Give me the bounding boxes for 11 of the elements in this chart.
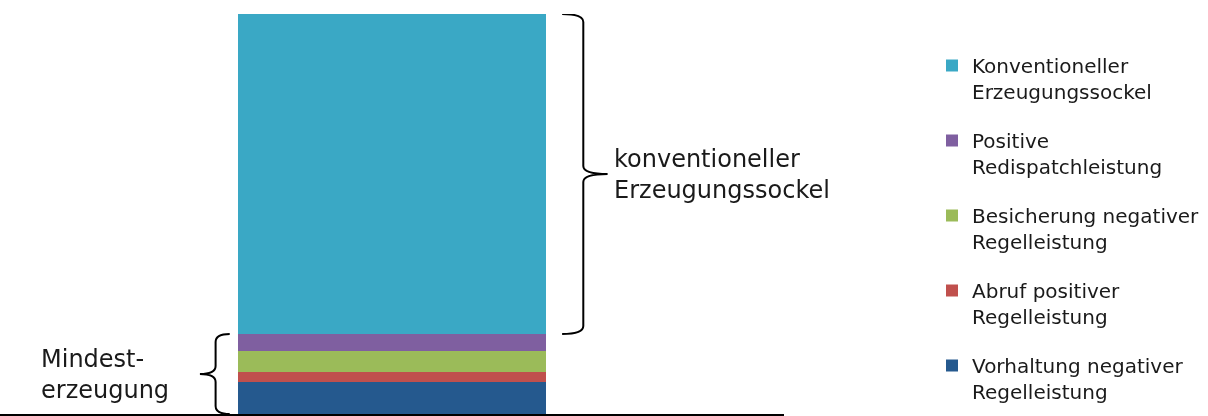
- bar: [237, 334, 547, 352]
- legend-label: Vorhaltung negativer Regelleistung: [972, 354, 1184, 405]
- text: Mindest-erzeugung: [41, 345, 170, 405]
- bar: [237, 351, 547, 373]
- text: konventioneller Erzeugungssockel: [614, 145, 830, 205]
- legend-label: Abruf positiver Regelleistung: [972, 279, 1121, 330]
- legend-label: Positive Redispatchleistung: [972, 129, 1163, 180]
- legend-label: Besicherung negativer Regelleistung: [972, 204, 1200, 255]
- bar: [237, 372, 547, 382]
- legend-label: Konventioneller Erzeugungssockel: [972, 54, 1152, 105]
- bar: [237, 382, 547, 414]
